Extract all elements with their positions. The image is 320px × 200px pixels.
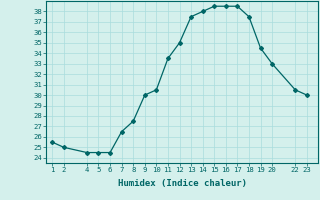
X-axis label: Humidex (Indice chaleur): Humidex (Indice chaleur) [118, 179, 247, 188]
